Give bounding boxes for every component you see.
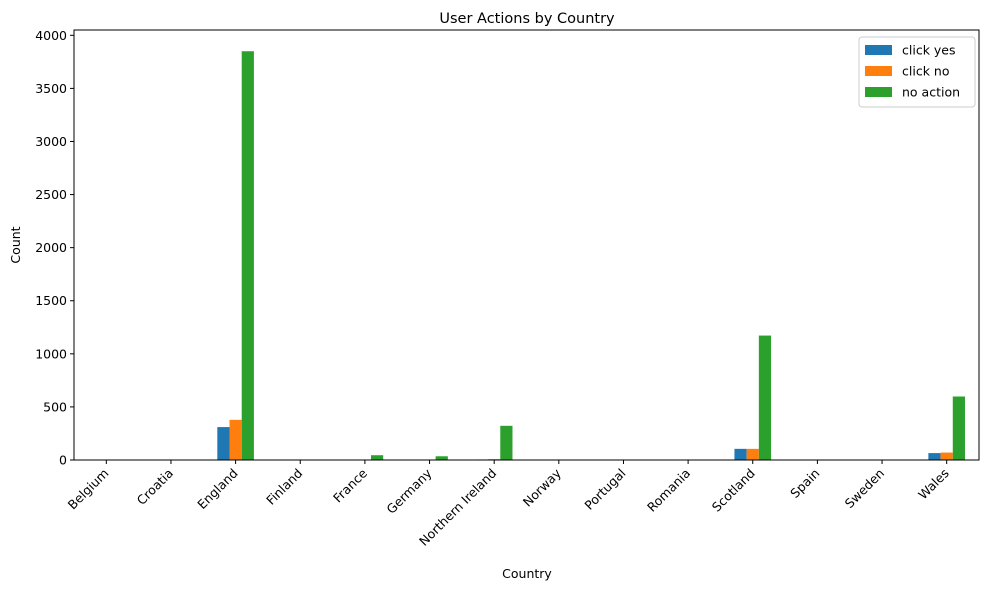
y-axis-label: Count [8, 226, 23, 263]
bar-click-yes-england [217, 427, 230, 460]
bar-click-yes-wales [928, 453, 941, 460]
bar-no-action-england [241, 51, 254, 460]
bars-group [112, 51, 965, 460]
legend: click yes click no no action [858, 36, 976, 108]
x-axis-label: Country [502, 566, 552, 581]
bar-no-action-northern-ireland [500, 425, 513, 460]
chart-title: User Actions by Country [439, 11, 615, 27]
y-tick-label: 1000 [35, 346, 67, 361]
y-tick-label: 4000 [35, 28, 67, 43]
y-tick-label: 500 [43, 399, 67, 414]
legend-label-no-action: no action [902, 85, 960, 100]
plot-frame [73, 29, 980, 461]
bar-no-action-france [370, 455, 384, 460]
legend-swatch-click-no [865, 66, 892, 76]
legend-label-click-no: click no [902, 64, 949, 79]
bar-no-action-germany [435, 456, 448, 460]
y-tick-label: 2000 [35, 240, 67, 255]
y-axis: 0 500 1000 1500 2000 2500 3000 3500 4000 [35, 28, 74, 468]
y-tick-label: 0 [59, 453, 67, 468]
y-tick-label: 1500 [35, 293, 67, 308]
bar-click-no-scotland [746, 448, 759, 460]
bar-click-no-wales [940, 452, 953, 460]
bar-click-no-england [229, 419, 242, 460]
y-tick-label: 3500 [35, 81, 67, 96]
bar-no-action-scotland [758, 335, 772, 460]
bar-no-action-wales [952, 396, 965, 460]
legend-swatch-click-yes [865, 45, 892, 55]
bar-click-yes-scotland [734, 448, 747, 460]
legend-swatch-no-action [865, 87, 892, 97]
legend-label-click-yes: click yes [902, 43, 956, 58]
y-tick-label: 3000 [35, 134, 67, 149]
y-tick-label: 2500 [35, 187, 67, 202]
